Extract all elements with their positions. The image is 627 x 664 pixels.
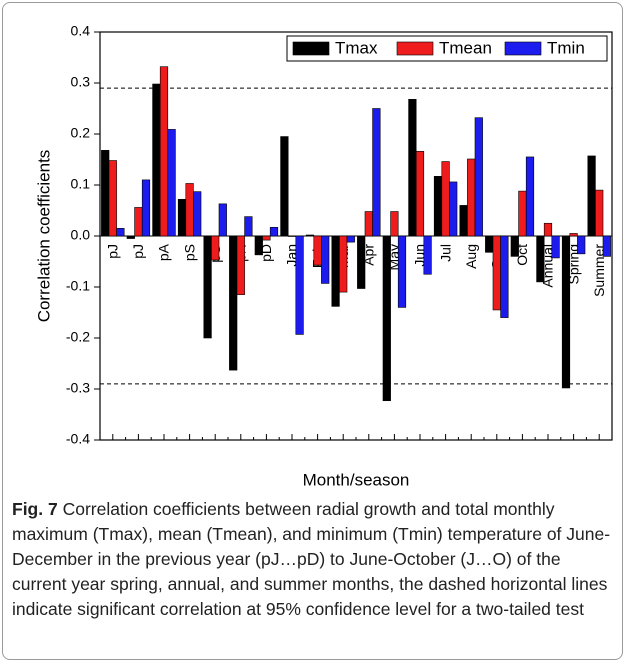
bar (244, 216, 253, 237)
bar (269, 227, 279, 237)
bar (305, 234, 315, 237)
bar (382, 235, 391, 402)
bar (218, 203, 227, 237)
x-tick-label: Aug (463, 244, 479, 269)
y-tick-label: 0.2 (71, 125, 91, 141)
bar (500, 235, 509, 318)
bar (101, 150, 110, 237)
bar (280, 136, 289, 237)
y-tick-label: 0.1 (71, 176, 91, 192)
legend-label: Tmin (547, 38, 585, 57)
caption: Fig. 7 Correlation coefficients between … (12, 497, 617, 622)
bar (518, 190, 527, 237)
bar (364, 211, 373, 237)
x-tick-label: Jul (437, 244, 453, 262)
bar (177, 198, 187, 237)
bar (551, 235, 560, 259)
bar (331, 235, 340, 307)
bar (467, 158, 476, 237)
bar (423, 235, 432, 275)
bar (372, 108, 381, 237)
bar (536, 235, 545, 283)
caption-text: Correlation coefficients between radial … (12, 499, 611, 619)
bar (569, 233, 578, 237)
bar (415, 151, 425, 237)
bar (116, 228, 125, 237)
y-tick-label: -0.4 (66, 431, 90, 447)
bar (449, 181, 458, 237)
bar (262, 235, 271, 241)
bar (108, 160, 117, 237)
bar (295, 235, 304, 335)
bar (203, 235, 212, 339)
y-tick-label: 0.4 (71, 23, 91, 39)
bar (126, 235, 135, 239)
bar (441, 161, 450, 237)
y-tick-label: 0.0 (71, 227, 91, 243)
bar (185, 183, 194, 237)
bar (561, 235, 571, 389)
bar (152, 83, 161, 237)
bar (167, 129, 176, 237)
bar (543, 222, 553, 237)
x-axis-label: Month/season (303, 470, 410, 489)
bar (492, 235, 501, 311)
bar (595, 189, 604, 237)
bar (254, 235, 263, 256)
bar (229, 235, 238, 371)
x-tick-label: pJ (130, 244, 146, 259)
bar (211, 235, 220, 261)
legend-label: Tmean (439, 38, 492, 57)
legend-swatch (504, 41, 542, 56)
bar (287, 235, 297, 237)
bar (236, 235, 245, 295)
bar (141, 179, 151, 237)
y-axis-label: Correlation coefficients (34, 150, 53, 323)
legend-box (286, 35, 608, 62)
x-tick-label: Summer (591, 244, 607, 297)
bar (339, 235, 348, 293)
y-tick-label: 0.3 (71, 74, 91, 90)
bar (397, 235, 407, 308)
legend-swatch (396, 41, 434, 56)
bar (346, 235, 355, 243)
bar (433, 176, 443, 237)
x-tick-label: pJ (105, 244, 121, 259)
bar (321, 235, 330, 284)
bar (459, 205, 468, 237)
y-tick-label: -0.1 (66, 278, 90, 294)
bar (193, 191, 202, 237)
bar (134, 207, 143, 237)
bar (159, 66, 169, 237)
bar (390, 211, 399, 237)
bar (577, 235, 586, 255)
bar (510, 235, 519, 257)
x-tick-label: pS (181, 244, 197, 261)
bar (485, 235, 494, 253)
y-tick-label: -0.3 (66, 380, 90, 396)
legend-label: Tmax (335, 38, 378, 57)
y-tick-label: -0.2 (66, 329, 90, 345)
caption-label: Fig. 7 (12, 499, 58, 519)
bar (408, 99, 417, 237)
bar (474, 117, 483, 237)
bar (525, 156, 535, 237)
bar (313, 235, 322, 266)
chart: Correlation coefficients Month/season -0… (34, 23, 613, 489)
bar (602, 235, 611, 257)
bar (357, 235, 366, 289)
x-tick-label: pA (156, 243, 172, 261)
legend-swatch (292, 41, 330, 56)
bar (587, 155, 596, 237)
